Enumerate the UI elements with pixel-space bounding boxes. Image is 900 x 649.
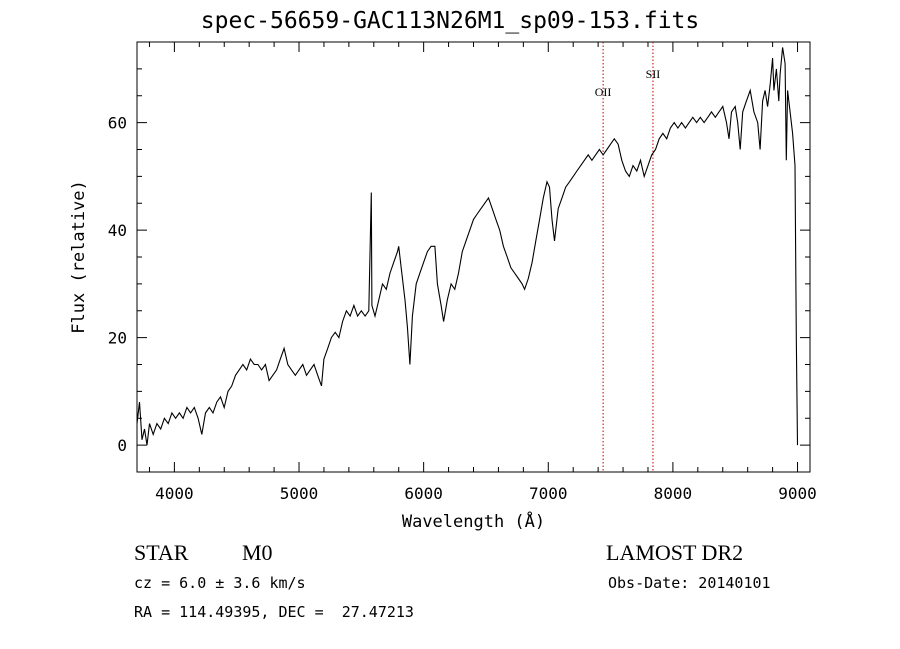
spectrum-line (136, 47, 799, 446)
object-subclass: M0 (242, 540, 273, 565)
observation-date: Obs-Date: 20140101 (608, 574, 771, 592)
object-class: STAR (134, 540, 189, 565)
line-marker-label-sii: SII (646, 67, 661, 81)
y-tick-label: 60 (108, 114, 127, 133)
x-tick-label: 9000 (778, 484, 817, 503)
y-tick-label: 40 (108, 221, 127, 240)
x-tick-label: 5000 (280, 484, 319, 503)
y-tick-label: 20 (108, 329, 127, 348)
x-tick-label: 8000 (654, 484, 693, 503)
y-axis-label: Flux (relative) (69, 180, 89, 334)
x-tick-label: 6000 (404, 484, 443, 503)
x-tick-label: 4000 (155, 484, 194, 503)
coordinates: RA = 114.49395, DEC = 27.47213 (134, 603, 414, 621)
survey-label: LAMOST DR2 (606, 540, 744, 565)
x-tick-label: 7000 (529, 484, 568, 503)
x-axis-label: Wavelength (Å) (402, 510, 545, 532)
y-tick-label: 0 (117, 436, 127, 455)
chart-title: spec-56659-GAC113N26M1_sp09-153.fits (200, 8, 700, 34)
line-marker-label-oii: OII (595, 85, 612, 99)
redshift-velocity: cz = 6.0 ± 3.6 km/s (134, 574, 306, 592)
plot-frame (136, 41, 811, 473)
